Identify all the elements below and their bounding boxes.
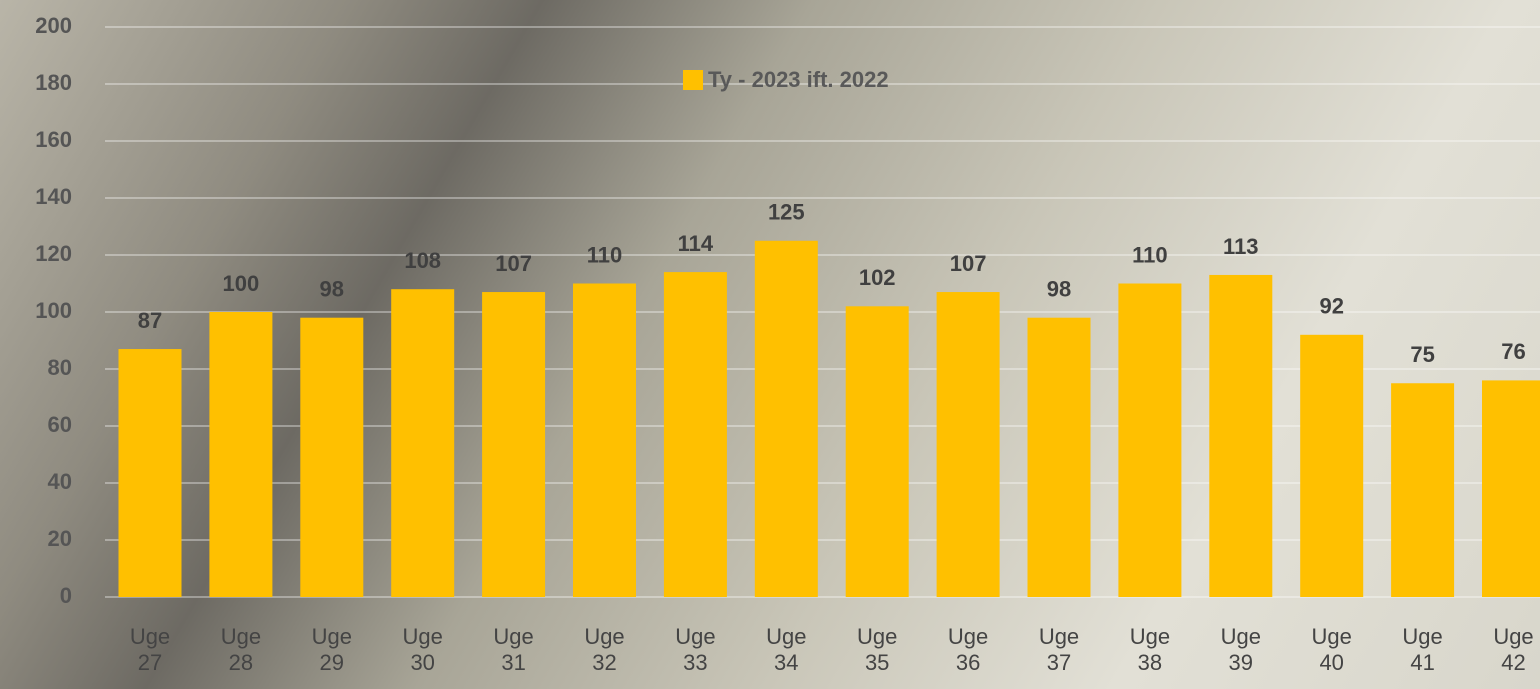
y-tick-label: 60 — [48, 412, 72, 437]
x-tick-label: Uge 38 — [1120, 624, 1180, 676]
y-tick-label: 180 — [35, 70, 72, 95]
x-tick-label: Uge 29 — [302, 624, 362, 676]
bar — [937, 292, 1000, 597]
bar — [119, 349, 182, 597]
x-tick-label: Uge 31 — [484, 624, 544, 676]
data-label: 107 — [495, 251, 532, 276]
data-label: 110 — [1132, 242, 1168, 267]
chart: 0 20 40 60 80 100 120 140 160 180 200 87 100 98 108 107… — [0, 0, 1540, 689]
bar — [1209, 275, 1272, 597]
bar — [664, 272, 727, 597]
y-tick-label: 20 — [48, 526, 72, 551]
bar — [482, 292, 545, 597]
bar — [846, 306, 909, 597]
x-tick-label: Uge 37 — [1029, 624, 1089, 676]
bar — [1391, 383, 1454, 597]
y-tick-label: 0 — [60, 583, 72, 608]
bar — [300, 318, 363, 597]
legend-swatch — [683, 70, 703, 90]
bar — [1300, 335, 1363, 597]
x-tick-label: Uge 27 — [120, 624, 180, 676]
bar — [1482, 380, 1540, 597]
x-tick-label: Uge 32 — [575, 624, 635, 676]
data-label: 92 — [1319, 294, 1343, 319]
y-tick-label: 160 — [35, 127, 72, 152]
x-tick-label: Uge 30 — [393, 624, 453, 676]
data-label: 87 — [138, 308, 162, 333]
y-tick-label: 140 — [35, 184, 72, 209]
data-label: 102 — [859, 265, 896, 290]
bar — [755, 241, 818, 597]
data-label: 107 — [950, 251, 987, 276]
data-label: 125 — [768, 200, 805, 225]
data-label: 75 — [1410, 342, 1434, 367]
bar — [209, 312, 272, 597]
bar — [1118, 284, 1181, 598]
data-label: 76 — [1501, 339, 1525, 364]
data-label: 114 — [678, 231, 714, 256]
data-label: 100 — [223, 271, 260, 296]
x-tick-label: Uge 33 — [665, 624, 725, 676]
x-tick-label: Uge 40 — [1302, 624, 1362, 676]
data-label: 113 — [1223, 234, 1259, 259]
x-tick-label: Uge 34 — [756, 624, 816, 676]
bar — [1028, 318, 1091, 597]
data-label: 110 — [587, 242, 623, 267]
chart-svg: 0 20 40 60 80 100 120 140 160 180 200 87 100 98 108 107… — [0, 0, 1540, 689]
y-tick-label: 80 — [48, 355, 72, 380]
bar — [391, 289, 454, 597]
x-tick-label: Uge 42 — [1484, 624, 1540, 676]
data-label: 98 — [1047, 277, 1071, 302]
y-tick-label: 100 — [35, 298, 72, 323]
y-tick-label: 40 — [48, 469, 72, 494]
data-label: 98 — [320, 277, 344, 302]
x-tick-label: Uge 28 — [211, 624, 271, 676]
x-tick-label: Uge 36 — [938, 624, 998, 676]
legend-label: Ty - 2023 ift. 2022 — [708, 67, 889, 92]
x-tick-label: Uge 39 — [1211, 624, 1271, 676]
data-label: 108 — [404, 248, 441, 273]
x-tick-label: Uge 35 — [847, 624, 907, 676]
x-tick-label: Uge 41 — [1393, 624, 1453, 676]
y-tick-label: 120 — [35, 241, 72, 266]
y-tick-label: 200 — [35, 13, 72, 38]
bar — [573, 284, 636, 598]
